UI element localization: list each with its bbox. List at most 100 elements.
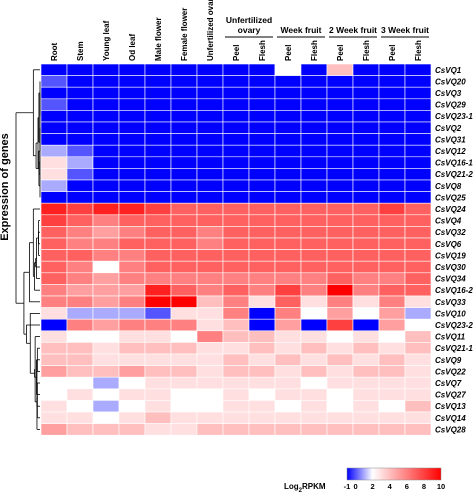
heatmap-cell xyxy=(274,376,302,390)
row-label: CsVQ4 xyxy=(435,217,462,226)
heatmap-cell xyxy=(274,365,302,378)
heatmap-cell xyxy=(274,295,302,308)
heatmap-cell xyxy=(92,191,120,204)
heatmap-cell xyxy=(222,75,250,88)
heatmap-cell xyxy=(300,63,328,76)
heatmap-cell xyxy=(170,330,198,343)
colorbar-tick-label: 10 xyxy=(437,482,445,491)
heatmap-cell xyxy=(404,260,432,274)
heatmap-cell xyxy=(274,144,302,158)
heatmap-cell xyxy=(170,121,198,134)
heatmap-cell xyxy=(118,144,146,158)
heatmap-cell xyxy=(300,75,328,88)
heatmap-cell xyxy=(404,318,432,332)
column-label: Flesh xyxy=(258,40,267,61)
y-axis-label: Expression of genes xyxy=(0,133,11,241)
heatmap-cell xyxy=(274,307,302,320)
heatmap-cell xyxy=(66,318,94,332)
heatmap-cell xyxy=(196,98,224,111)
heatmap-cell xyxy=(66,86,94,100)
heatmap-cell xyxy=(66,284,94,297)
heatmap-cell xyxy=(222,342,250,355)
heatmap-cell xyxy=(66,411,94,424)
row-label: CsVQ13 xyxy=(435,402,466,411)
heatmap-cell xyxy=(404,191,432,204)
heatmap-cell xyxy=(66,214,94,227)
heatmap-cell xyxy=(378,249,406,262)
heatmap-cell xyxy=(170,260,198,274)
heatmap-cell xyxy=(300,121,328,134)
heatmap-cell xyxy=(144,133,172,146)
heatmap-cell xyxy=(170,353,198,366)
column-label: Peel xyxy=(284,45,293,61)
heatmap-cell xyxy=(92,342,120,355)
heatmap-cell xyxy=(404,179,432,192)
heatmap-cell xyxy=(274,272,302,285)
heatmap-cell xyxy=(300,353,328,366)
heatmap-cells xyxy=(40,63,432,436)
heatmap-cell xyxy=(300,272,328,285)
heatmap-cell xyxy=(352,423,380,436)
heatmap-cell xyxy=(404,423,432,436)
heatmap-cell xyxy=(144,63,172,76)
heatmap-cell xyxy=(326,272,354,285)
heatmap-cell xyxy=(170,156,198,169)
heatmap-cell xyxy=(170,133,198,146)
heatmap-cell xyxy=(248,307,276,320)
row-label: CsVQ30 xyxy=(435,263,466,272)
heatmap-cell xyxy=(118,156,146,169)
heatmap-cell xyxy=(404,86,432,100)
heatmap-cell xyxy=(118,423,146,436)
heatmap-cell xyxy=(378,63,406,76)
heatmap-cell xyxy=(300,400,328,413)
heatmap-cell xyxy=(352,86,380,100)
heatmap-cell xyxy=(248,284,276,297)
heatmap-cell xyxy=(92,423,120,436)
heatmap-cell xyxy=(404,249,432,262)
heatmap-cell xyxy=(222,179,250,192)
heatmap-cell xyxy=(144,353,172,366)
heatmap-cell xyxy=(326,307,354,320)
heatmap-cell xyxy=(144,226,172,239)
heatmap-cell xyxy=(378,260,406,274)
heatmap-cell xyxy=(300,98,328,111)
heatmap-cell xyxy=(118,295,146,308)
heatmap-cell xyxy=(378,400,406,413)
heatmap-cell xyxy=(274,168,302,181)
heatmap-cell xyxy=(222,191,250,204)
heatmap-cell xyxy=(274,388,302,401)
column-label: Stem xyxy=(76,41,85,61)
heatmap-cell xyxy=(92,168,120,181)
heatmap-cell xyxy=(326,388,354,401)
heatmap-cell xyxy=(144,110,172,123)
heatmap-cell xyxy=(378,86,406,100)
heatmap-cell xyxy=(404,214,432,227)
row-label: CsVQ33 xyxy=(435,298,466,307)
heatmap-cell xyxy=(378,307,406,320)
heatmap-cell xyxy=(248,376,276,390)
heatmap-cell xyxy=(196,318,224,332)
column-group-label: 3 Week fruit xyxy=(381,25,429,35)
heatmap-cell xyxy=(274,110,302,123)
column-label: Peel xyxy=(336,45,345,61)
heatmap-cell xyxy=(66,249,94,262)
heatmap-cell xyxy=(40,342,68,355)
heatmap-cell xyxy=(144,307,172,320)
heatmap-cell xyxy=(92,237,120,250)
heatmap-cell xyxy=(326,156,354,169)
row-label: CsVQ23-2 xyxy=(435,321,473,330)
heatmap-cell xyxy=(118,307,146,320)
heatmap-cell xyxy=(92,179,120,192)
heatmap-cell xyxy=(326,237,354,250)
heatmap-cell xyxy=(300,226,328,239)
heatmap-cell xyxy=(196,342,224,355)
heatmap-cell xyxy=(326,423,354,436)
row-label: CsVQ27 xyxy=(435,391,466,400)
heatmap-cell xyxy=(118,133,146,146)
heatmap-cell xyxy=(40,295,68,308)
heatmap-cell xyxy=(92,156,120,169)
heatmap-cell xyxy=(144,156,172,169)
heatmap-cell xyxy=(352,226,380,239)
heatmap-cell xyxy=(170,226,198,239)
heatmap-cell xyxy=(274,214,302,227)
